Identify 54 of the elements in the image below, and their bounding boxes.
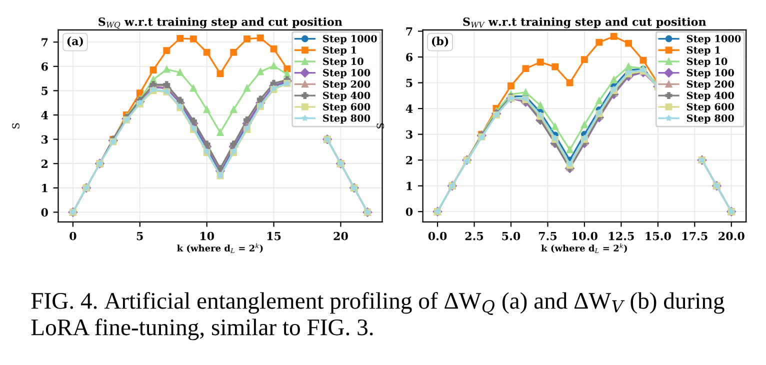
x-tick-label: 10.0 [572, 232, 598, 240]
x-tick-label: 5.0 [502, 232, 520, 240]
legend-label: Step 1 [323, 46, 356, 56]
legend-label: Step 10 [686, 58, 728, 67]
y-tick-label: 4 [406, 104, 413, 113]
chart-title: S$_{WQ}$ w.r.t training step and cut position [98, 17, 342, 29]
x-tick-label: 5 [136, 232, 143, 240]
legend-label: Step 200 [323, 80, 370, 90]
x-axis-title: k (where d$_{L}$ = 2$^{k}$) [177, 243, 263, 253]
chart-title: S$_{WV}$ w.r.t training step and cut position [463, 17, 706, 28]
y-tick-label: 7 [42, 38, 48, 46]
y-tick-label: 7 [406, 27, 412, 36]
text: FIG. 4. Artificial entanglement profiling of ΔW$_{Q}$ (a) and ΔW$_{V}$ (b) during LoRA fine-tuning, similar to FIG. 3. [31, 292, 724, 340]
x-tick-label: 15.0 [646, 232, 671, 240]
legend-label: Step 400 [323, 92, 370, 101]
legend-label: Step 100 [323, 69, 370, 78]
legend-label: Step 1000 [686, 34, 741, 44]
x-tick-label: 17.5 [682, 232, 708, 240]
y-tick-label: 5 [406, 78, 412, 88]
legend-label: Step 1000 [323, 34, 377, 44]
annotation: (a) [67, 36, 83, 47]
x-tick-label: 2.5 [465, 232, 484, 240]
x-tick-label: 20.0 [718, 232, 744, 240]
legend-label: Step 200 [686, 80, 734, 90]
legend-label: Step 400 [686, 92, 734, 101]
y-tick-label: 3 [406, 130, 412, 139]
y-tick-label: 1 [406, 182, 412, 190]
legend-label: Step 600 [323, 103, 370, 112]
legend-label: Step 600 [686, 103, 734, 112]
x-tick-label: 12.5 [609, 232, 634, 240]
y-tick-label: 2 [42, 160, 48, 168]
y-tick-label: 0 [41, 208, 48, 217]
legend-label: Step 100 [686, 69, 734, 78]
annotation: (b) [432, 36, 448, 47]
y-tick-label: 6 [406, 52, 413, 62]
y-tick-label: 5 [42, 86, 48, 96]
legend-label: Step 10 [323, 58, 364, 67]
x-tick-label: 15 [267, 232, 281, 240]
x-tick-label: 7.5 [538, 232, 557, 240]
x-tick-label: 0 [70, 232, 76, 240]
y-tick-label: 4 [41, 110, 48, 120]
legend-label: Step 1 [686, 46, 720, 56]
y-tick-label: 0 [406, 208, 413, 216]
x-tick-label: 0.0 [428, 232, 447, 240]
legend-label: Step 800 [323, 114, 370, 124]
y-axis-title: S [12, 123, 20, 128]
y-tick-label: 2 [406, 156, 412, 164]
x-axis-title: k (where d$_{L}$ = 2$^{k}$) [541, 243, 627, 253]
legend-label: Step 800 [686, 114, 734, 124]
x-tick-label: 10 [200, 232, 214, 240]
x-tick-label: 20 [334, 232, 348, 240]
y-tick-label: 6 [41, 62, 48, 71]
y-tick-label: 1 [42, 184, 48, 192]
y-tick-label: 3 [42, 135, 48, 144]
